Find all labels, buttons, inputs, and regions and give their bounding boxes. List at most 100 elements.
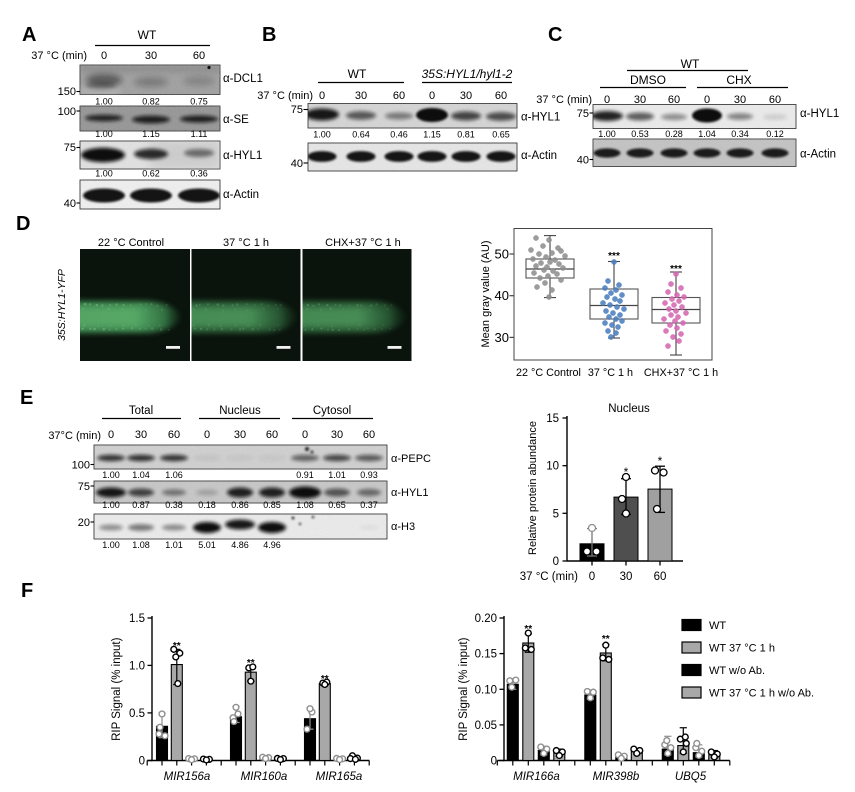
svg-text:50: 50 — [495, 247, 509, 262]
svg-text:Nucleus: Nucleus — [219, 405, 261, 417]
svg-text:60: 60 — [393, 90, 405, 102]
svg-text:1.08: 1.08 — [296, 500, 314, 510]
svg-text:37°C (min): 37°C (min) — [48, 430, 101, 442]
svg-text:1.00: 1.00 — [102, 540, 120, 550]
svg-text:**: ** — [321, 674, 329, 685]
svg-text:37 °C 1 h: 37 °C 1 h — [588, 367, 633, 379]
svg-text:WT: WT — [138, 28, 157, 42]
svg-text:0.20: 0.20 — [475, 613, 497, 625]
svg-text:0.46: 0.46 — [390, 130, 408, 140]
svg-text:1.04: 1.04 — [132, 470, 150, 480]
svg-text:0.5: 0.5 — [129, 708, 145, 720]
svg-text:60: 60 — [363, 429, 375, 441]
svg-text:MIR166a: MIR166a — [513, 771, 560, 783]
svg-text:**: ** — [173, 641, 181, 652]
svg-text:DMSO: DMSO — [630, 73, 666, 87]
svg-text:0.37: 0.37 — [360, 500, 378, 510]
svg-text:0: 0 — [553, 556, 559, 568]
svg-text:WT: WT — [348, 67, 367, 81]
svg-text:60: 60 — [495, 90, 507, 102]
svg-text:***: *** — [670, 264, 682, 275]
svg-text:60: 60 — [668, 94, 680, 106]
svg-text:1.00: 1.00 — [95, 97, 113, 107]
svg-text:F: F — [21, 580, 33, 602]
svg-text:α-PEPC: α-PEPC — [391, 453, 431, 465]
svg-text:1.5: 1.5 — [129, 613, 145, 625]
svg-text:α-Actin: α-Actin — [521, 150, 557, 162]
svg-text:RIP Signal (% input): RIP Signal (% input) — [111, 637, 123, 741]
svg-text:Cytosol: Cytosol — [313, 405, 351, 417]
svg-text:**: ** — [247, 658, 255, 669]
svg-text:30: 30 — [460, 90, 472, 102]
svg-text:1.15: 1.15 — [423, 130, 441, 140]
svg-text:20: 20 — [78, 517, 90, 529]
svg-text:1.0: 1.0 — [129, 660, 145, 672]
svg-text:150: 150 — [58, 86, 76, 98]
svg-text:37 °C (min): 37 °C (min) — [31, 50, 87, 62]
svg-text:WT w/o Ab.: WT w/o Ab. — [709, 665, 765, 677]
svg-text:60: 60 — [193, 50, 205, 62]
svg-text:1.00: 1.00 — [598, 129, 616, 139]
svg-text:30: 30 — [135, 429, 147, 441]
svg-text:100: 100 — [72, 460, 90, 472]
svg-text:WT 37 °C 1 h w/o Ab.: WT 37 °C 1 h w/o Ab. — [709, 688, 814, 700]
svg-text:Total: Total — [129, 405, 153, 417]
svg-text:Nucleus: Nucleus — [608, 403, 650, 415]
svg-text:22 °C Control: 22 °C Control — [516, 367, 581, 379]
svg-text:α-H3: α-H3 — [391, 521, 415, 533]
svg-text:1.00: 1.00 — [102, 470, 120, 480]
svg-text:0.53: 0.53 — [631, 129, 649, 139]
svg-text:D: D — [16, 213, 30, 235]
svg-text:Relative protein abundance: Relative protein abundance — [527, 421, 539, 555]
svg-text:30: 30 — [145, 50, 157, 62]
svg-text:4.86: 4.86 — [231, 540, 249, 550]
svg-text:α-DCL1: α-DCL1 — [223, 73, 263, 85]
svg-text:WT: WT — [709, 620, 726, 632]
svg-text:1.06: 1.06 — [165, 470, 183, 480]
svg-text:MIR160a: MIR160a — [241, 771, 288, 783]
svg-text:1.00: 1.00 — [102, 500, 120, 510]
svg-text:0.18: 0.18 — [198, 500, 216, 510]
svg-text:15: 15 — [546, 413, 559, 425]
svg-text:0.75: 0.75 — [190, 97, 208, 107]
svg-text:30: 30 — [331, 429, 343, 441]
svg-text:MIR156a: MIR156a — [164, 771, 211, 783]
svg-text:WT: WT — [681, 57, 700, 71]
svg-text:30: 30 — [620, 571, 633, 583]
svg-text:CHX: CHX — [726, 73, 751, 87]
svg-text:0: 0 — [204, 429, 210, 441]
svg-text:0.34: 0.34 — [731, 129, 749, 139]
svg-text:0: 0 — [319, 90, 325, 102]
svg-text:CHX+37 °C 1 h: CHX+37 °C 1 h — [644, 367, 718, 379]
svg-text:75: 75 — [291, 104, 303, 116]
svg-text:0.36: 0.36 — [190, 169, 208, 179]
svg-text:MIR165a: MIR165a — [316, 771, 363, 783]
svg-text:A: A — [22, 24, 36, 46]
svg-text:1.01: 1.01 — [165, 540, 183, 550]
svg-text:5.01: 5.01 — [198, 540, 216, 550]
svg-text:0.65: 0.65 — [328, 500, 346, 510]
svg-text:75: 75 — [64, 142, 76, 154]
svg-text:α-HYL1: α-HYL1 — [521, 112, 560, 124]
svg-text:α-Actin: α-Actin — [800, 149, 836, 161]
svg-text:0.81: 0.81 — [457, 130, 475, 140]
svg-text:RIP Signal (% input): RIP Signal (% input) — [458, 637, 470, 741]
svg-text:α-HYL1: α-HYL1 — [800, 108, 839, 120]
svg-text:0: 0 — [139, 756, 145, 768]
svg-text:30: 30 — [234, 429, 246, 441]
svg-text:0: 0 — [101, 50, 107, 62]
svg-text:100: 100 — [58, 106, 76, 118]
svg-text:UBQ5: UBQ5 — [675, 771, 707, 783]
svg-text:75: 75 — [577, 108, 589, 120]
svg-text:0: 0 — [302, 429, 308, 441]
svg-text:37 °C (min): 37 °C (min) — [536, 94, 592, 106]
svg-text:0.87: 0.87 — [132, 500, 150, 510]
svg-text:B: B — [262, 24, 276, 46]
svg-text:4.96: 4.96 — [263, 540, 281, 550]
svg-text:***: *** — [608, 251, 620, 262]
svg-text:40: 40 — [64, 198, 76, 210]
svg-text:C: C — [548, 24, 562, 46]
svg-text:22 °C Control: 22 °C Control — [98, 237, 164, 249]
svg-text:60: 60 — [168, 429, 180, 441]
svg-text:0.82: 0.82 — [142, 97, 160, 107]
